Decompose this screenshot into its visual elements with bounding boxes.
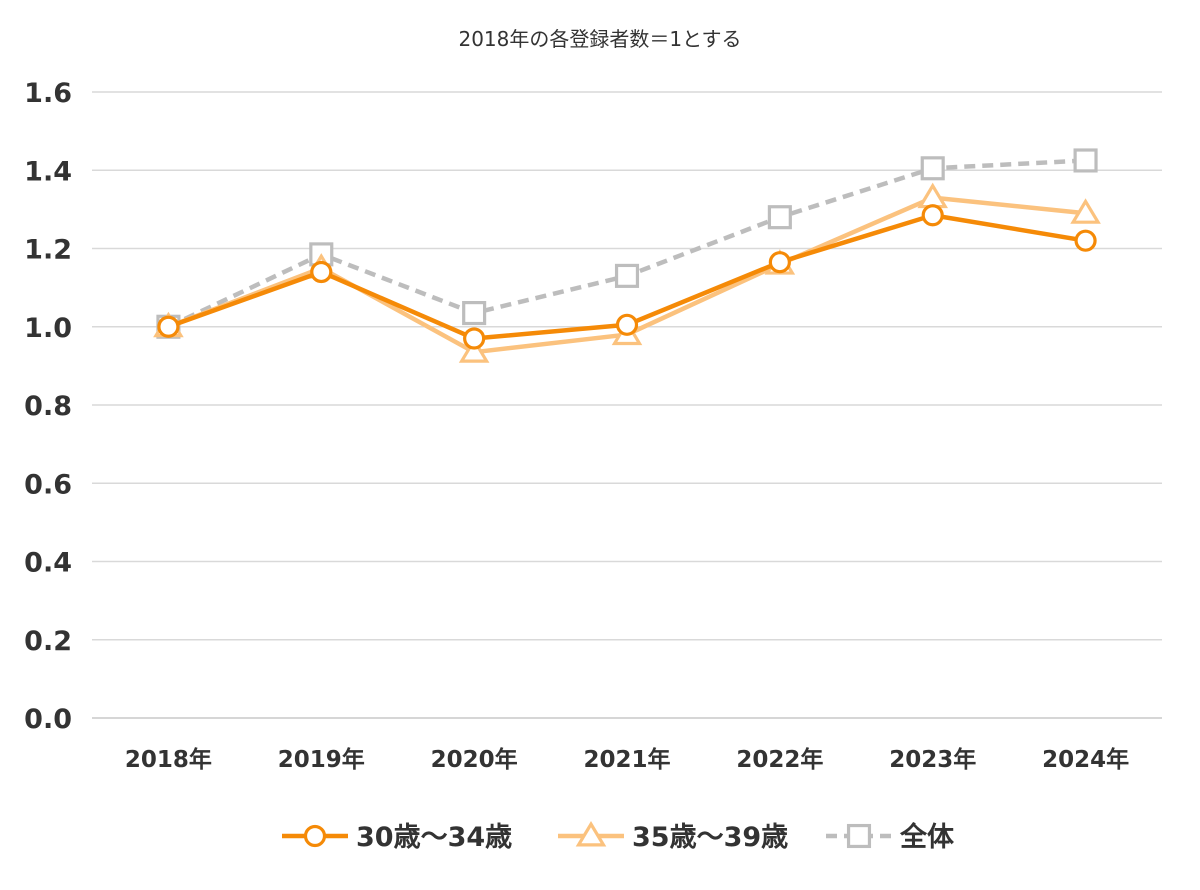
data-point — [917, 182, 949, 209]
x-tick-label: 2022年 — [736, 746, 823, 773]
data-point — [614, 263, 640, 288]
x-tick-label: 2019年 — [278, 746, 365, 773]
legend-item: 35歳～39歳 — [558, 821, 788, 853]
data-point — [920, 156, 945, 181]
y-tick-label: 0.8 — [24, 391, 72, 422]
series-0 — [157, 204, 1097, 350]
legend-marker — [303, 824, 327, 848]
y-tick-label: 1.2 — [24, 235, 72, 266]
series-lines — [153, 148, 1101, 363]
chart-title: 2018年の各登録者数＝1とする — [458, 27, 741, 51]
data-point — [1070, 198, 1101, 224]
data-point — [1073, 148, 1098, 173]
legend-marker — [575, 821, 607, 847]
y-tick-label: 1.6 — [24, 78, 72, 109]
y-tick-label: 0.4 — [24, 548, 72, 579]
legend-label: 35歳～39歳 — [632, 822, 788, 853]
series-line — [167, 158, 1086, 329]
data-point — [767, 205, 792, 230]
y-tick-label: 0.2 — [24, 626, 72, 657]
x-tick-label: 2020年 — [431, 746, 518, 773]
data-point — [463, 327, 486, 350]
legend-item: 30歳～34歳 — [282, 822, 512, 853]
legend-label: 全体 — [899, 821, 955, 853]
y-tick-label: 0.0 — [24, 704, 72, 735]
x-tick-label: 2024年 — [1042, 746, 1129, 773]
data-point — [458, 337, 490, 363]
legend-label: 30歳～34歳 — [356, 822, 512, 853]
data-point — [768, 251, 791, 274]
data-point — [310, 260, 333, 284]
y-tick-label: 0.6 — [24, 469, 72, 500]
data-point — [157, 315, 180, 338]
y-tick-label: 1.4 — [24, 156, 72, 187]
series-2 — [156, 148, 1098, 339]
x-axis-ticks: 2018年 2019年 2020年 2021年 2022年 2023年 2024年 — [125, 746, 1129, 773]
legend: 30歳～34歳 35歳～39歳 全体 — [282, 821, 955, 853]
y-tick-label: 1.0 — [24, 313, 72, 344]
data-point — [921, 204, 944, 227]
x-tick-label: 2021年 — [583, 746, 670, 773]
data-point — [615, 313, 639, 336]
x-tick-label: 2018年 — [125, 746, 212, 773]
data-point — [1074, 229, 1097, 252]
legend-item: 全体 — [826, 821, 955, 853]
legend-marker — [846, 823, 872, 849]
grid-lines — [92, 91, 1162, 719]
data-point — [462, 301, 487, 326]
x-tick-label: 2023年 — [889, 746, 976, 773]
y-axis-ticks: 0.0 0.2 0.4 0.6 0.8 1.0 1.2 1.4 1.6 — [24, 78, 72, 735]
